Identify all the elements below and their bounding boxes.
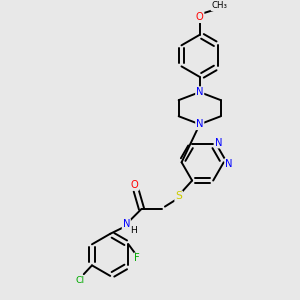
Text: O: O <box>196 12 204 22</box>
Text: O: O <box>131 180 139 190</box>
Text: N: N <box>215 138 222 148</box>
Text: N: N <box>123 219 130 229</box>
Text: N: N <box>196 87 203 97</box>
Text: H: H <box>130 226 137 235</box>
Text: N: N <box>225 159 233 169</box>
Text: Cl: Cl <box>75 276 84 285</box>
Text: CH₃: CH₃ <box>211 1 227 10</box>
Text: N: N <box>196 119 203 129</box>
Text: S: S <box>175 191 182 201</box>
Text: F: F <box>134 254 140 263</box>
